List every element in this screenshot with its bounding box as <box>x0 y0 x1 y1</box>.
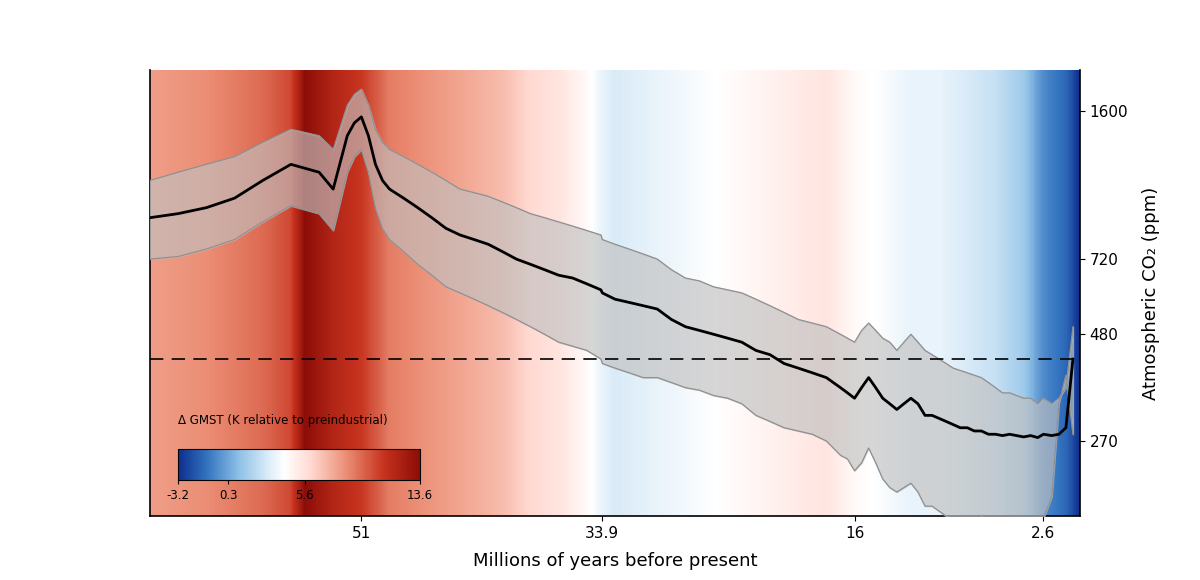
X-axis label: Millions of years before present: Millions of years before present <box>473 552 757 570</box>
Text: Δ GMST (K relative to preindustrial): Δ GMST (K relative to preindustrial) <box>178 414 388 427</box>
Y-axis label: Atmospheric CO₂ (ppm): Atmospheric CO₂ (ppm) <box>1142 186 1160 400</box>
